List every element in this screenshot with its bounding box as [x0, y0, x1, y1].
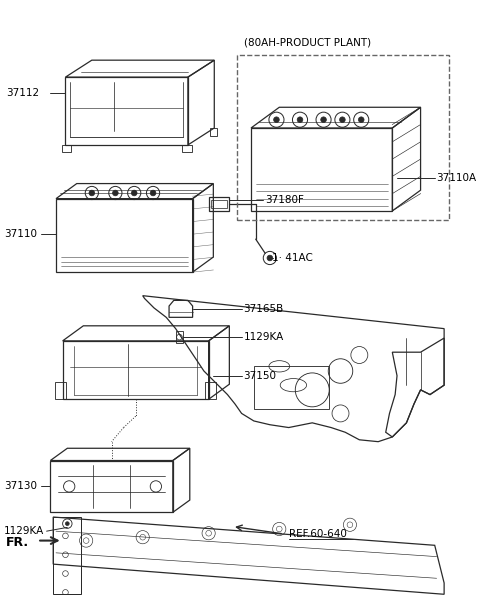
Circle shape — [359, 117, 364, 123]
Text: 37110A: 37110A — [437, 173, 477, 183]
Text: FR.: FR. — [6, 536, 29, 549]
Text: 1· 41AC: 1· 41AC — [272, 253, 312, 263]
Text: 37112: 37112 — [6, 88, 39, 98]
Text: (80AH-PRODUCT PLANT): (80AH-PRODUCT PLANT) — [244, 38, 372, 48]
Bar — [254, 367, 329, 409]
Circle shape — [339, 117, 345, 123]
Circle shape — [150, 190, 156, 196]
Bar — [210, 128, 217, 135]
Circle shape — [65, 522, 69, 525]
Text: 37165B: 37165B — [243, 304, 284, 314]
Bar — [205, 382, 216, 399]
Text: 37150: 37150 — [243, 371, 276, 381]
Circle shape — [321, 117, 326, 123]
Bar — [237, 55, 449, 220]
Text: REF.60-640: REF.60-640 — [288, 529, 347, 539]
Bar — [61, 145, 71, 153]
Circle shape — [112, 190, 118, 196]
Bar — [182, 145, 192, 153]
Bar — [55, 382, 66, 399]
Text: 37180F: 37180F — [265, 194, 304, 205]
Text: 37110: 37110 — [4, 229, 37, 240]
Bar — [176, 332, 183, 343]
Text: 1129KA: 1129KA — [4, 526, 45, 536]
Circle shape — [297, 117, 303, 123]
Circle shape — [267, 255, 273, 261]
Circle shape — [89, 190, 95, 196]
Bar — [53, 517, 82, 594]
Text: 1129KA: 1129KA — [243, 332, 284, 342]
Bar — [209, 197, 229, 211]
Text: 37130: 37130 — [4, 481, 37, 492]
Circle shape — [132, 190, 137, 196]
Circle shape — [274, 117, 279, 123]
Bar — [212, 200, 227, 208]
